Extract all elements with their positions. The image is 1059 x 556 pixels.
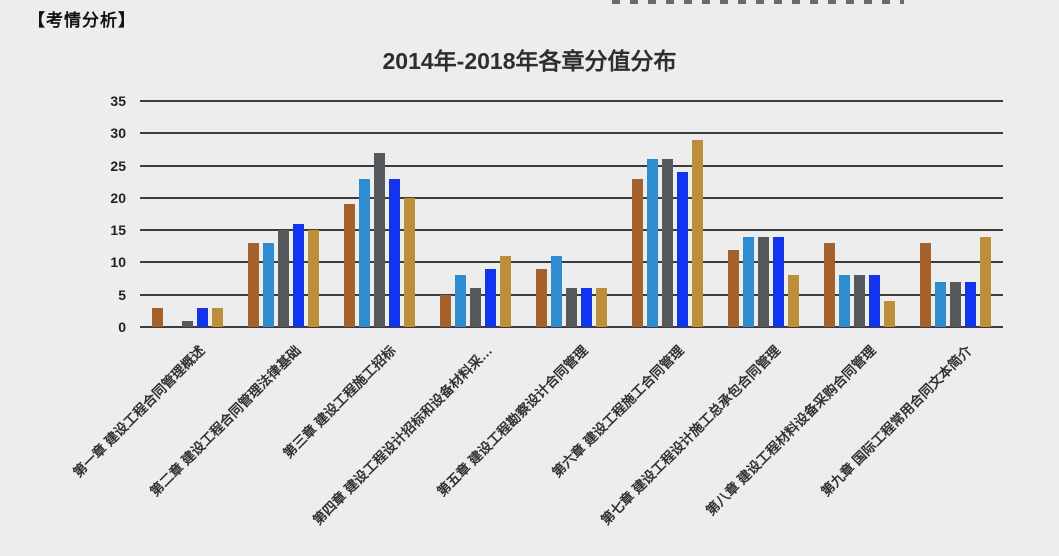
bar-2014-cat2 — [248, 243, 260, 327]
bar-group — [332, 101, 428, 327]
gridline — [140, 196, 1003, 199]
bar-2017-cat4 — [485, 268, 497, 327]
bar-2017-cat3 — [389, 178, 401, 327]
bar-2017-cat2 — [293, 223, 305, 327]
bar-2017-cat5 — [581, 288, 592, 327]
bar-2018-cat7 — [787, 275, 799, 327]
bar-2016-cat2 — [278, 230, 290, 327]
bar-2016-cat9 — [949, 281, 961, 327]
bar-group — [907, 101, 1003, 327]
bar-2017-cat9 — [964, 281, 976, 327]
bar-2015-cat5 — [551, 255, 562, 327]
bar-2014-cat6 — [631, 178, 643, 327]
y-axis-tick-label: 20 — [110, 189, 126, 206]
bar-group — [811, 101, 907, 327]
bar-2016-cat7 — [757, 236, 769, 327]
x-axis-category-label: 第五章 建设工程勘察设计合同管理 — [434, 342, 591, 500]
bar-2018-cat1 — [212, 307, 224, 327]
exam-analysis-label: 【考情分析】 — [28, 11, 136, 30]
y-axis-tick-label: 30 — [110, 125, 126, 142]
y-axis-tick-label: 15 — [110, 222, 126, 239]
chart-title: 2014年-2018年各章分值分布 — [382, 48, 677, 74]
bar-2016-cat1 — [182, 320, 194, 327]
bar-group — [428, 101, 524, 327]
bar-2018-cat2 — [308, 230, 320, 327]
y-axis-tick-label: 10 — [110, 254, 126, 271]
bar-group — [619, 101, 715, 327]
x-axis-category-label: 第八章 建设工程材料设备采购合同管理 — [703, 342, 879, 519]
y-axis-tick-label: 25 — [110, 157, 126, 174]
bar-2015-cat7 — [742, 236, 754, 327]
bar-group — [140, 101, 236, 327]
y-axis-tick-label: 35 — [110, 93, 126, 109]
bar-2014-cat8 — [823, 243, 835, 327]
x-axis-category-label: 第七章 建设工程设计施工总承包合同管理 — [597, 342, 783, 528]
bar-2018-cat4 — [500, 255, 512, 327]
bar-2016-cat3 — [374, 152, 386, 327]
gridline — [140, 229, 1003, 232]
x-axis-category-label: 第九章 国际工程常用合同文本简介 — [818, 342, 975, 500]
bar-2015-cat2 — [263, 243, 275, 327]
bar-2018-cat5 — [596, 288, 607, 327]
x-axis-category-label: 第二章 建设工程合同管理法律基础 — [146, 342, 304, 500]
bar-2015-cat8 — [838, 275, 850, 327]
bar-2015-cat4 — [455, 275, 467, 327]
bar-2016-cat8 — [853, 275, 865, 327]
bar-2017-cat7 — [772, 236, 784, 327]
bar-groups-container — [140, 101, 1003, 327]
bar-2015-cat6 — [646, 159, 658, 327]
bar-2015-cat9 — [934, 281, 946, 327]
bar-group — [524, 101, 620, 327]
bar-2017-cat8 — [868, 275, 880, 327]
bar-2017-cat1 — [197, 307, 209, 327]
bar-2018-cat8 — [883, 301, 895, 327]
bar-group — [236, 101, 332, 327]
bar-2014-cat1 — [152, 307, 164, 327]
bar-2014-cat9 — [919, 243, 931, 327]
bar-2014-cat7 — [727, 249, 739, 327]
bar-2015-cat3 — [359, 178, 371, 327]
bar-2018-cat6 — [691, 139, 703, 327]
gridline — [140, 261, 1003, 264]
bar-group — [715, 101, 811, 327]
bar-2017-cat6 — [676, 172, 688, 327]
y-axis-tick-label: 0 — [118, 319, 126, 335]
gridline — [140, 164, 1003, 167]
bar-2018-cat3 — [404, 197, 416, 327]
bar-2016-cat5 — [566, 288, 577, 327]
bar-2016-cat6 — [661, 159, 673, 327]
bar-2016-cat4 — [470, 288, 482, 327]
gridline — [140, 326, 1003, 328]
clipped-text-fragment — [612, 0, 904, 4]
plot-area — [140, 100, 1003, 328]
bar-2018-cat9 — [979, 236, 991, 327]
y-axis: 0 5 10 15 20 25 30 35 — [62, 93, 126, 335]
bar-2014-cat5 — [536, 268, 547, 327]
x-axis-category-label: 第四章 建设工程设计招标和设备材料采… — [309, 342, 496, 528]
gridline — [140, 132, 1003, 135]
x-axis: 第一章 建设工程合同管理概述 第二章 建设工程合同管理法律基础 第三章 建设工程施工… — [70, 340, 1003, 556]
y-axis-tick-label: 5 — [118, 286, 126, 303]
bar-2014-cat4 — [440, 294, 452, 327]
gridline — [140, 100, 1003, 102]
bar-2014-cat3 — [344, 204, 356, 327]
